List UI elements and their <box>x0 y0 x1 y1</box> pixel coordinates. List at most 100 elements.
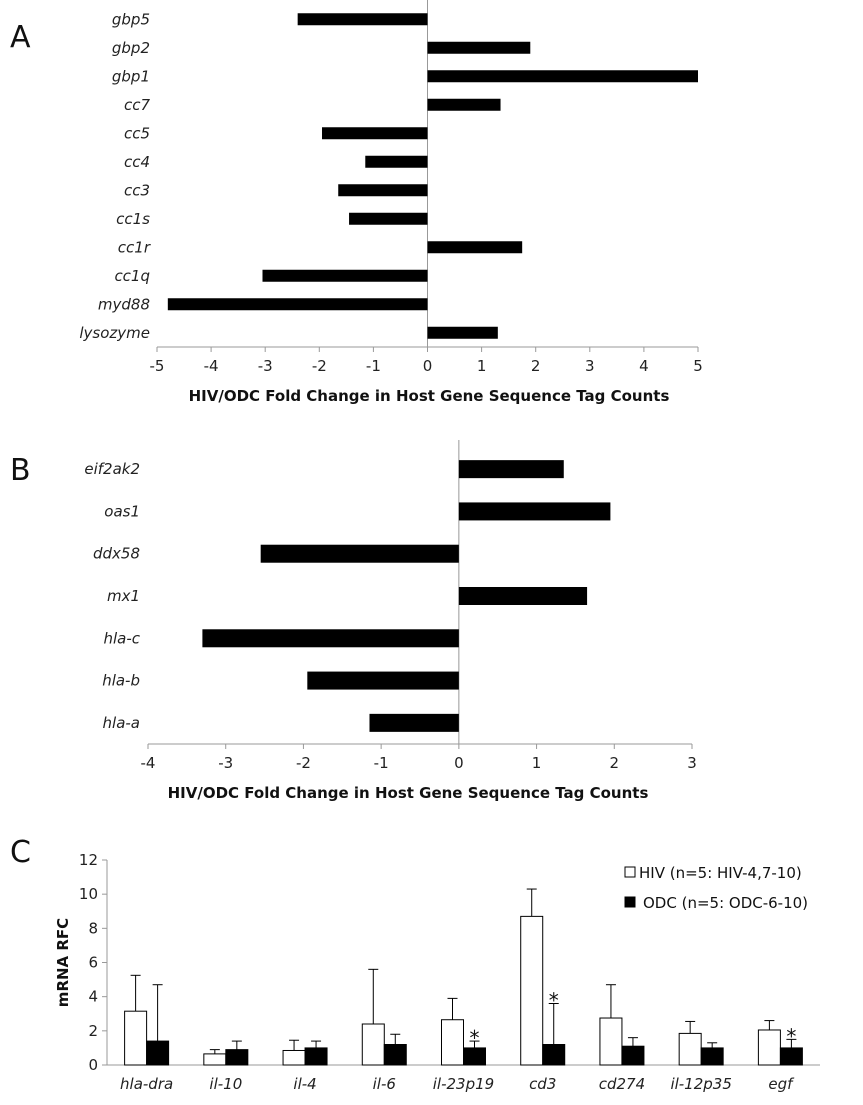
bar-hiv-il-4 <box>282 1049 306 1066</box>
x-tick-label: 4 <box>639 357 649 375</box>
x-tick-label: -2 <box>296 754 311 772</box>
y-tick-label: 6 <box>88 954 98 972</box>
bar-odc-il-23p19 <box>463 1047 486 1066</box>
category-label-oas1: oas1 <box>104 502 140 520</box>
category-label-myd88: myd88 <box>98 295 150 313</box>
x-axis-title: HIV/ODC Fold Change in Host Gene Sequenc… <box>189 387 670 405</box>
bar-hiv-il-23p19 <box>441 1019 464 1066</box>
panel-c-chart: 0 2 4 6 8 10 12 mRNA RFC hla-dra il-10 il-4 il-6 * il… <box>54 851 820 1093</box>
category-label-cc7: cc7 <box>124 96 150 114</box>
category-label-eif2ak2: eif2ak2 <box>84 460 140 478</box>
bar-hiv-hla-dra <box>124 1010 148 1066</box>
panel-b-letter: B <box>10 453 31 488</box>
category-label-cd274: cd274 <box>599 1075 645 1093</box>
bar-cc1s <box>349 212 428 225</box>
category-label-cd3: cd3 <box>529 1075 556 1093</box>
category-label-lysozyme: lysozyme <box>79 324 150 342</box>
category-label-hla-b: hla-b <box>102 672 140 690</box>
category-label-cc1s: cc1s <box>116 210 150 228</box>
category-label-cc1q: cc1q <box>114 267 150 285</box>
panel-b-chart: eif2ak2 oas1 ddx58 mx1 hla-c hla-b hla-a -4 -3 -2… <box>84 440 697 802</box>
x-tick-label: -5 <box>150 357 165 375</box>
x-tick-label: -1 <box>366 357 381 375</box>
category-label-il-12p35: il-12p35 <box>670 1075 731 1093</box>
bar-cc7 <box>427 98 501 111</box>
legend-swatch-odc <box>624 896 636 908</box>
category-label-hla-c: hla-c <box>103 629 140 647</box>
panel-a-letter: A <box>10 20 31 55</box>
category-label-cc3: cc3 <box>124 181 150 199</box>
bar-cc5 <box>322 127 428 140</box>
category-label-il-10: il-10 <box>209 1075 242 1093</box>
bar-hiv-il-10 <box>203 1053 227 1066</box>
bar-odc-il-4 <box>304 1047 328 1066</box>
category-label-egf: egf <box>768 1075 795 1093</box>
y-tick-label: 4 <box>88 988 98 1006</box>
category-label-cc4: cc4 <box>124 153 150 171</box>
x-tick-label: -2 <box>312 357 327 375</box>
y-tick-label: 0 <box>88 1056 98 1074</box>
category-label-cc1r: cc1r <box>118 238 151 256</box>
legend-label-hiv: HIV (n=5: HIV-4,7-10) <box>639 864 802 882</box>
bar-cc3 <box>338 184 428 197</box>
bar-gbp1 <box>427 70 698 83</box>
category-label-gbp5: gbp5 <box>112 10 150 28</box>
legend-label-odc: ODC (n=5: ODC-6-10) <box>643 894 808 912</box>
x-tick-label: 3 <box>687 754 697 772</box>
category-label-gbp2: gbp2 <box>112 39 150 57</box>
bar-cc1r <box>427 241 523 254</box>
bar-ddx58 <box>260 544 459 563</box>
category-label-hla-a: hla-a <box>103 714 140 732</box>
significance-marker: * <box>786 1024 796 1048</box>
bar-odc-il-12p35 <box>700 1047 724 1066</box>
x-tick-label: 2 <box>610 754 620 772</box>
significance-marker: * <box>470 1026 480 1050</box>
bar-hiv-il-6 <box>361 1023 385 1066</box>
bar-myd88 <box>167 298 428 311</box>
x-tick-label: 2 <box>531 357 541 375</box>
bar-gbp2 <box>427 41 531 54</box>
panel-c-letter: C <box>10 835 31 870</box>
bar-oas1 <box>458 502 611 521</box>
x-tick-label: -1 <box>374 754 389 772</box>
category-label-hla-dra: hla-dra <box>120 1075 173 1093</box>
panel-a-chart: gbp5 gbp2 gbp1 cc7 cc5 cc4 cc3 cc1s cc1r cc1q myd8… <box>79 0 703 405</box>
bar-odc-cd3 <box>542 1044 566 1066</box>
bar-cc1q <box>262 269 428 282</box>
y-tick-label: 10 <box>79 885 98 903</box>
bar-hla-a <box>369 713 459 732</box>
x-tick-label: 3 <box>585 357 595 375</box>
significance-marker: * <box>549 989 559 1013</box>
bar-hiv-cd274 <box>599 1017 623 1066</box>
bar-odc-cd274 <box>621 1045 645 1066</box>
x-tick-label: 1 <box>532 754 542 772</box>
y-tick-label: 12 <box>79 851 98 869</box>
category-label-mx1: mx1 <box>107 587 140 605</box>
bar-cc4 <box>365 155 428 168</box>
y-tick-label: 2 <box>88 1022 98 1040</box>
x-tick-label: 0 <box>423 357 433 375</box>
x-tick-label: -3 <box>258 357 273 375</box>
x-tick-label: -4 <box>204 357 219 375</box>
bar-hiv-egf <box>757 1029 781 1066</box>
category-label-ddx58: ddx58 <box>93 545 140 563</box>
legend-swatch-hiv <box>624 866 636 878</box>
bar-hla-c <box>202 629 459 648</box>
bar-hiv-il-12p35 <box>678 1032 702 1066</box>
bar-eif2ak2 <box>458 460 564 479</box>
bar-mx1 <box>458 587 588 605</box>
x-tick-label: 1 <box>477 357 487 375</box>
x-tick-label: 0 <box>454 754 464 772</box>
bar-lysozyme <box>427 326 498 339</box>
category-label-il-6: il-6 <box>373 1075 396 1093</box>
category-label-cc5: cc5 <box>124 124 150 142</box>
bar-hiv-cd3 <box>520 915 544 1066</box>
y-axis-title: mRNA RFC <box>54 918 72 1007</box>
category-label-gbp1: gbp1 <box>112 67 150 85</box>
bar-hla-b <box>307 671 459 690</box>
bar-odc-il-10 <box>225 1049 249 1066</box>
x-tick-label: -3 <box>218 754 233 772</box>
x-tick-label: -4 <box>141 754 156 772</box>
bar-odc-egf <box>779 1047 803 1066</box>
